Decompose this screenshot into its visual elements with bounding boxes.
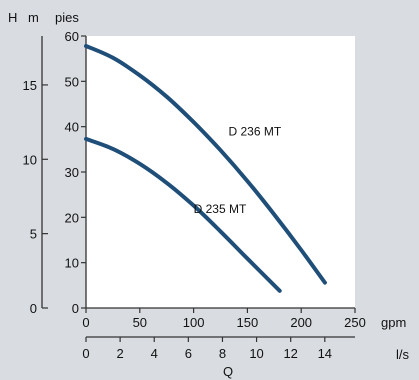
gpm-axis: gpm [86, 307, 406, 330]
ls-tick-label: 10 [249, 346, 263, 361]
ls-tick-label: 14 [318, 346, 332, 361]
series-line-d-236-mt [84, 44, 327, 285]
feet-tick-label: 20 [65, 210, 79, 225]
meters-tick-label: 10 [23, 152, 37, 167]
meters-axis: H m [8, 10, 43, 308]
ls-tick-label: 2 [116, 346, 123, 361]
ls-tick-label: 12 [283, 346, 297, 361]
feet-tick-label: 60 [65, 29, 79, 44]
ls-tick-label: 6 [185, 346, 192, 361]
ls-tick-label: 0 [82, 346, 89, 361]
meters-tick-label: 15 [23, 78, 37, 93]
meters-tick-label: 0 [30, 301, 37, 316]
ls-tick-label: 8 [219, 346, 226, 361]
feet-tick-label: 30 [65, 165, 79, 180]
series-label-d-236-mt: D 236 MT [229, 125, 282, 139]
series-label-d-235-mt: D 235 MT [194, 202, 247, 216]
meters-tick-label: 5 [30, 227, 37, 242]
feet-tick-label: 50 [65, 74, 79, 89]
gpm-unit-label: gpm [381, 315, 406, 330]
feet-tick-label: 40 [65, 120, 79, 135]
gpm-tick-label: 250 [344, 315, 366, 330]
gpm-tick-label: 0 [82, 315, 89, 330]
gpm-tick-label: 50 [133, 315, 147, 330]
gpm-tick-label: 150 [237, 315, 259, 330]
gpm-tick-label: 200 [290, 315, 312, 330]
gpm-tick-label: 100 [183, 315, 205, 330]
feet-tick-label: 0 [72, 301, 79, 316]
series-labels: D 236 MT D 235 MT [194, 125, 282, 216]
feet-tick-label: 10 [65, 256, 79, 271]
feet-unit-label: pies [55, 10, 79, 25]
meters-unit-label: m [28, 10, 39, 25]
ls-tick-label: 4 [151, 346, 158, 361]
series-line-d-235-mt [84, 136, 282, 293]
q-axis-label: Q [223, 364, 233, 379]
series-lines [84, 44, 327, 293]
ls-unit-label: l/s [396, 347, 410, 362]
h-axis-label: H [8, 10, 17, 25]
ls-axis: l/s Q [86, 336, 410, 379]
